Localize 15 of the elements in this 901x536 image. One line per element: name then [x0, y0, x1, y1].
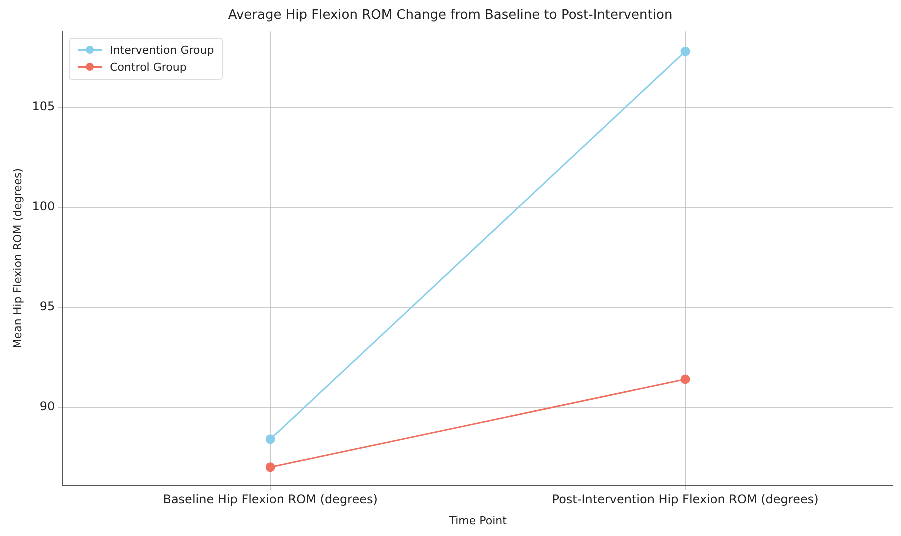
y-tick-label: 100: [32, 200, 56, 214]
y-tick-label: 95: [40, 300, 56, 314]
point: [266, 462, 276, 472]
point: [680, 46, 690, 56]
legend-label: Control Group: [110, 60, 187, 76]
y-axis-title: Mean Hip Flexion ROM (degrees): [11, 168, 24, 349]
point: [680, 374, 690, 384]
x-tick-label: Baseline Hip Flexion ROM (degrees): [163, 492, 378, 507]
y-tick-label: 105: [32, 100, 56, 114]
point: [266, 434, 276, 444]
x-tick-label: Post-Intervention Hip Flexion ROM (degrees): [552, 492, 819, 507]
y-tick-label: 90: [40, 400, 56, 414]
x-axis-title: Time Point: [448, 514, 508, 528]
chart-title: Average Hip Flexion ROM Change from Baseline to Post-Intervention: [228, 8, 673, 24]
legend-label: Intervention Group: [110, 42, 214, 59]
